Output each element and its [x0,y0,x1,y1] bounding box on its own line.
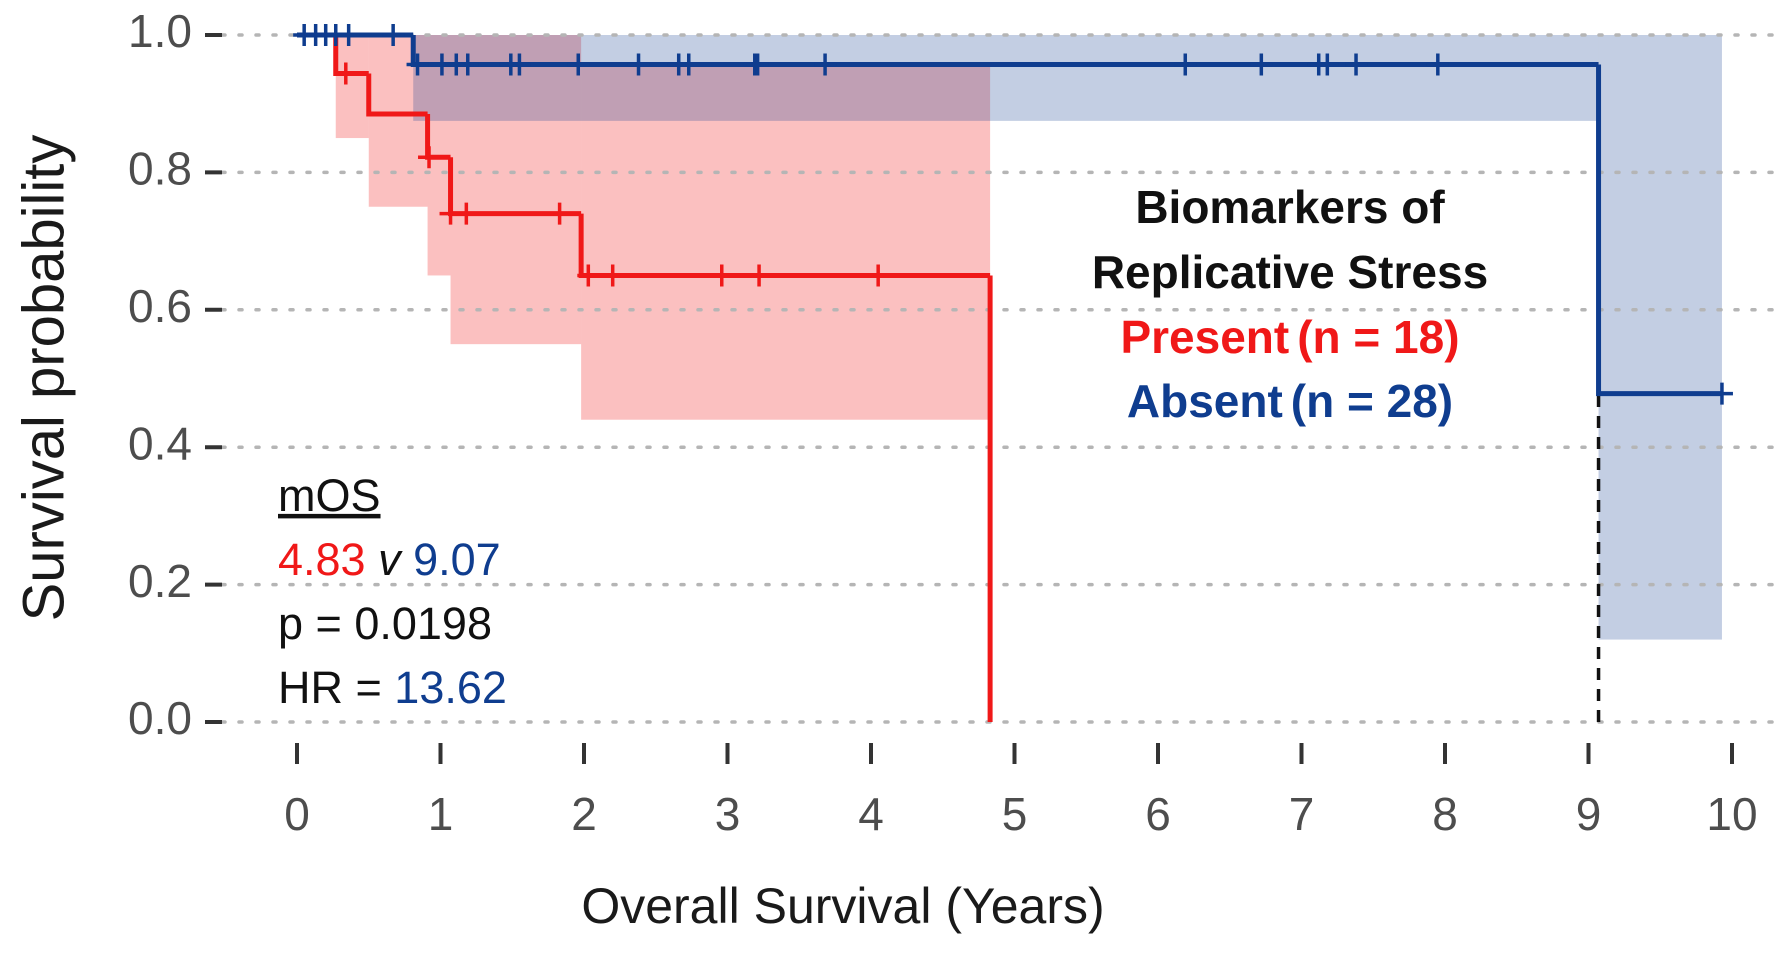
x-tick-label: 1 [428,788,454,840]
lines [293,24,1733,722]
censor-mark [677,53,700,76]
y-tick-label: 1.0 [128,5,192,57]
p-label: p = [278,598,342,649]
x-tick-label: 9 [1576,788,1602,840]
x-tick-label: 4 [858,788,884,840]
censor-mark [508,53,531,76]
annotation-p: p = 0.0198 [278,598,492,649]
confidence-band [581,62,991,420]
censor-mark [1250,53,1273,76]
legend-entry: Present (n = 18) [1120,311,1459,363]
censor-mark [456,53,479,76]
censor-mark [1174,53,1197,76]
survival-step [1596,64,1722,397]
censor-mark [548,202,571,225]
censor-mark [577,264,600,287]
x-tick-label: 2 [571,788,597,840]
censor-mark [1710,382,1733,405]
confidence-band [413,35,1599,121]
x-tick-label: 8 [1432,788,1458,840]
x-tick-label: 3 [715,788,741,840]
legend-name: Absent [1127,375,1283,427]
grid [220,33,1777,724]
legend-name: Present [1120,311,1289,363]
censor-mark [601,264,624,287]
legend-n: (n = 28) [1291,375,1453,427]
annotation-medians: 4.83 v 9.07 [278,534,501,585]
censor-mark [406,53,429,76]
confidence-band [450,35,582,345]
censor-mark [748,264,771,287]
p-value: 0.0198 [354,598,492,649]
censor-mark [710,264,733,287]
hr-label: HR = [278,662,382,713]
confidence-band [1598,35,1722,640]
legend-n: (n = 18) [1297,311,1459,363]
confidence-band [335,35,369,139]
annotation-hr: HR = 13.62 [278,662,507,713]
censor-mark [627,53,650,76]
annotation-heading: mOS [278,470,381,521]
hr-value: 13.62 [394,662,507,713]
censor-mark [1316,53,1339,76]
y-tick-label: 0.2 [128,555,192,607]
censor-mark [418,146,441,169]
x-tick-label: 5 [1002,788,1028,840]
versus: v [378,534,403,585]
y-tick-label: 0.8 [128,143,192,195]
censor-mark [337,24,360,46]
censor-mark [867,264,890,287]
legend-title: Replicative Stress [1092,246,1488,298]
censor-mark [1426,53,1449,76]
censor-mark [814,53,837,76]
median-absent: 9.07 [413,534,501,585]
x-axis-title: Overall Survival (Years) [581,878,1104,934]
x-tick-label: 10 [1706,788,1757,840]
y-axis-title: Survival probability [11,135,76,622]
censor-mark [382,24,405,46]
bands [335,35,1722,640]
legend-title: Biomarkers of [1135,181,1445,233]
median-present: 4.83 [278,534,366,585]
legend-entry: Absent (n = 28) [1127,375,1453,427]
y-tick-label: 0.4 [128,417,192,469]
y-tick-label: 0.6 [128,280,192,332]
x-tick-label: 0 [284,788,310,840]
x-tick-label: 7 [1289,788,1315,840]
censor-mark [746,53,769,76]
survival-step [366,73,428,117]
censor-mark [334,62,357,85]
censor-mark [1345,53,1368,76]
censor-mark [455,202,478,225]
x-tick-label: 6 [1145,788,1171,840]
y-tick-label: 0.0 [128,692,192,744]
censor-mark [567,53,590,76]
